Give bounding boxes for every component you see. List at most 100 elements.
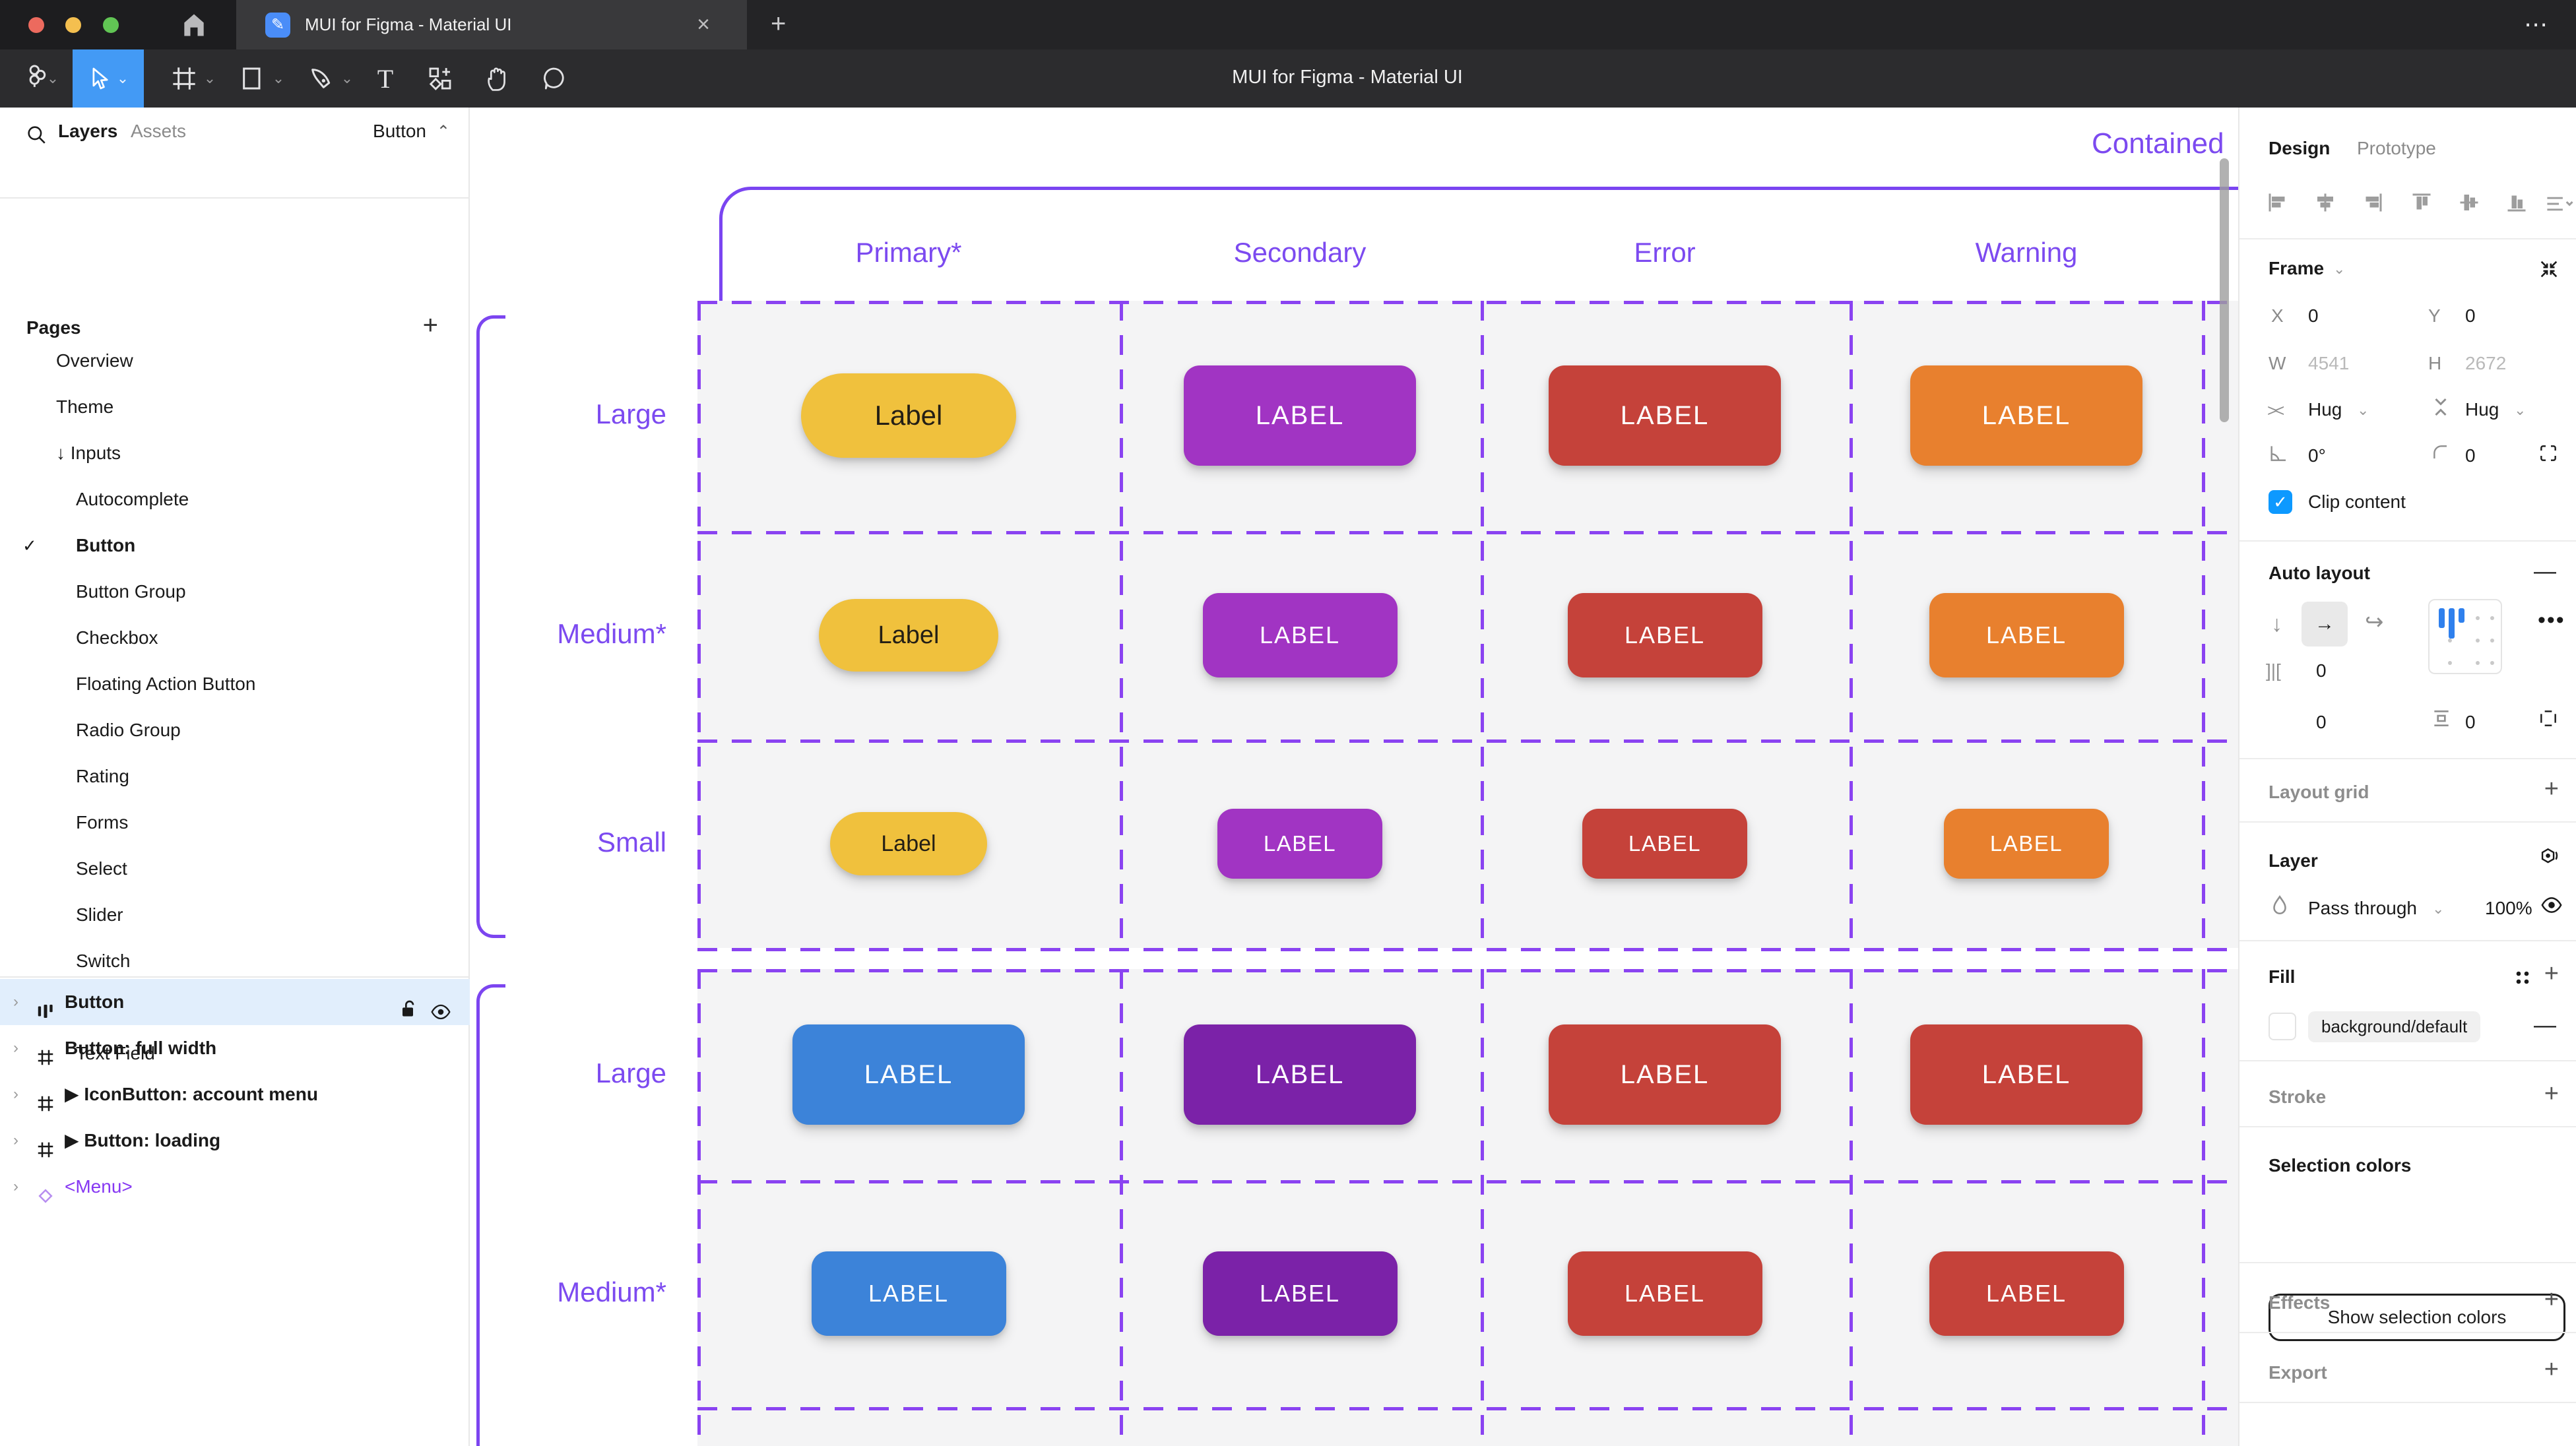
canvas-button-large-warning[interactable]: LABEL xyxy=(1910,365,2142,466)
add-fill-button[interactable]: + xyxy=(2544,960,2559,988)
page-item-text-field[interactable]: Text Field xyxy=(0,1030,470,1077)
canvas-button-medium-primary[interactable]: LABEL xyxy=(811,1251,1006,1336)
w-value[interactable]: 4541 xyxy=(2308,353,2350,373)
independent-corners-icon[interactable] xyxy=(2538,443,2559,467)
browser-more-icon[interactable]: ⋯ xyxy=(2524,11,2550,38)
chevron-right-icon[interactable]: › xyxy=(13,1085,18,1103)
page-item-rating[interactable]: Rating xyxy=(0,753,470,800)
unlock-icon[interactable] xyxy=(399,991,417,1037)
rotation-value[interactable]: 0° xyxy=(2308,445,2326,466)
distribute-icon[interactable] xyxy=(2544,192,2573,219)
move-tool-button[interactable]: ⌄ xyxy=(73,49,144,108)
frame-title[interactable]: Contained xyxy=(2092,127,2224,160)
search-icon[interactable] xyxy=(25,123,48,149)
scope-selector[interactable]: Button xyxy=(373,121,426,141)
add-stroke-button[interactable]: + xyxy=(2544,1080,2559,1108)
window-close-button[interactable] xyxy=(28,17,44,33)
show-selection-colors-button[interactable]: Show selection colors xyxy=(2269,1294,2565,1341)
page-item-button[interactable]: ✓ Button xyxy=(0,522,470,569)
tab-layers[interactable]: Layers xyxy=(58,121,118,141)
canvas-button-medium-warning[interactable]: LABEL xyxy=(1929,1251,2124,1336)
window-minimize-button[interactable] xyxy=(65,17,81,33)
canvas-button-medium-secondary[interactable]: LABEL xyxy=(1202,593,1398,677)
add-layout-grid-button[interactable]: + xyxy=(2544,775,2559,803)
page-item-overview[interactable]: Overview xyxy=(0,338,470,384)
canvas-button-small-error[interactable]: LABEL xyxy=(1582,809,1747,879)
page-item-floating-action-button[interactable]: Floating Action Button xyxy=(0,661,470,707)
canvas-button-large-error[interactable]: LABEL xyxy=(1549,1024,1781,1125)
canvas-button-large-primary[interactable]: LABEL xyxy=(792,1024,1025,1125)
canvas-button-medium-error[interactable]: LABEL xyxy=(1567,593,1762,677)
collapse-panel-icon[interactable] xyxy=(2538,258,2560,284)
y-value[interactable]: 0 xyxy=(2465,305,2476,326)
clip-content-checkbox[interactable]: ✓ xyxy=(2269,490,2292,514)
layer-row--menu-[interactable]: › <Menu> xyxy=(0,1164,470,1210)
layout-wrap-icon[interactable]: ↩ xyxy=(2365,610,2384,635)
layer-row-button-loading[interactable]: › ▶ Button: loading xyxy=(0,1117,470,1164)
canvas-button-medium-error[interactable]: LABEL xyxy=(1567,1251,1762,1336)
layer-row-button-full-width[interactable]: › Button: full width xyxy=(0,1025,470,1071)
layout-vertical-icon[interactable]: ↓ xyxy=(2271,612,2282,637)
page-item-switch[interactable]: Switch xyxy=(0,938,470,984)
canvas-button-small-secondary[interactable]: LABEL xyxy=(1217,809,1382,879)
alignment-grid-widget[interactable] xyxy=(2428,599,2502,674)
page-item-slider[interactable]: Slider xyxy=(0,892,470,938)
shape-tool-button[interactable]: ⌄ xyxy=(232,49,292,108)
text-tool-button[interactable]: T xyxy=(377,63,394,94)
layout-horizontal-icon-selected[interactable]: → xyxy=(2302,602,2348,646)
canvas-button-large-secondary[interactable]: LABEL xyxy=(1184,365,1416,466)
align-h-center-icon[interactable] xyxy=(2313,191,2337,218)
canvas[interactable]: Contained Primary* Secondary Error Warning La… xyxy=(470,108,2238,1446)
align-top-icon[interactable] xyxy=(2410,191,2433,218)
canvas-button-small-warning[interactable]: LABEL xyxy=(1944,809,2109,879)
h-value[interactable]: 2672 xyxy=(2465,353,2507,373)
home-icon[interactable] xyxy=(179,11,209,43)
hug-vertical-value[interactable]: Hug xyxy=(2465,399,2499,420)
page-item-radio-group[interactable]: Radio Group xyxy=(0,707,470,753)
tab-design[interactable]: Design xyxy=(2269,138,2331,158)
blend-mode-icon[interactable] xyxy=(2538,846,2560,872)
page-item-button-group[interactable]: Button Group xyxy=(0,569,470,615)
remove-fill-button[interactable]: — xyxy=(2534,1013,2556,1038)
pen-tool-button[interactable]: ⌄ xyxy=(301,49,360,108)
new-tab-button[interactable]: + xyxy=(771,9,787,38)
layer-visibility-eye-icon[interactable] xyxy=(2540,895,2563,918)
frame-section-header[interactable]: Frame xyxy=(2269,258,2325,278)
main-menu-button[interactable]: ⌄ xyxy=(20,49,66,108)
page-item-select[interactable]: Select xyxy=(0,846,470,892)
add-export-button[interactable]: + xyxy=(2544,1356,2559,1383)
resources-tool-button[interactable] xyxy=(417,49,463,108)
frame-tool-button[interactable]: ⌄ xyxy=(164,49,223,108)
canvas-button-medium-primary[interactable]: Label xyxy=(819,599,998,672)
page-item-forms[interactable]: Forms xyxy=(0,800,470,846)
fill-style-token[interactable]: background/default xyxy=(2308,1011,2481,1042)
align-v-center-icon[interactable] xyxy=(2457,191,2481,218)
tab-assets[interactable]: Assets xyxy=(131,121,187,141)
canvas-button-large-error[interactable]: LABEL xyxy=(1549,365,1781,466)
hand-tool-button[interactable] xyxy=(474,49,520,108)
chevron-right-icon[interactable]: › xyxy=(13,1178,18,1195)
hug-horizontal-value[interactable]: Hug xyxy=(2308,399,2342,420)
canvas-button-small-primary[interactable]: Label xyxy=(830,812,987,875)
fill-color-swatch[interactable] xyxy=(2269,1013,2296,1040)
canvas-button-medium-secondary[interactable]: LABEL xyxy=(1202,1251,1398,1336)
comment-tool-button[interactable] xyxy=(531,49,577,108)
align-bottom-icon[interactable] xyxy=(2505,191,2528,218)
align-right-icon[interactable] xyxy=(2361,191,2385,218)
eye-icon[interactable] xyxy=(430,992,451,1038)
browser-tab[interactable]: ✎ MUI for Figma - Material UI × xyxy=(236,0,747,49)
horizontal-padding-value[interactable]: 0 xyxy=(2316,712,2327,732)
canvas-button-large-secondary[interactable]: LABEL xyxy=(1184,1024,1416,1125)
canvas-scrollbar-thumb[interactable] xyxy=(2220,158,2229,422)
fill-styles-icon[interactable] xyxy=(2513,968,2532,991)
chevron-right-icon[interactable]: › xyxy=(13,993,18,1011)
tab-close-icon[interactable]: × xyxy=(697,12,710,37)
chevron-right-icon[interactable]: › xyxy=(13,1131,18,1149)
gap-value[interactable]: 0 xyxy=(2316,660,2327,681)
page-item-checkbox[interactable]: Checkbox xyxy=(0,615,470,661)
page-item-inputs[interactable]: ↓ Inputs xyxy=(0,430,470,476)
tab-prototype[interactable]: Prototype xyxy=(2357,138,2436,158)
layer-row-button[interactable]: › Button xyxy=(0,979,470,1025)
add-effect-button[interactable]: + xyxy=(2544,1286,2559,1313)
blend-mode-value[interactable]: Pass through xyxy=(2308,898,2417,918)
